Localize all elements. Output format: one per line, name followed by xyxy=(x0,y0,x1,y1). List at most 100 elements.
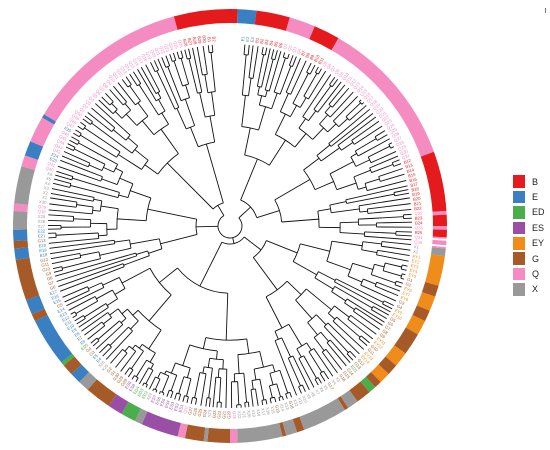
branch-line xyxy=(165,55,171,66)
branch-line xyxy=(76,193,95,198)
branch-line xyxy=(366,188,374,192)
tip-label: Q13 xyxy=(352,81,361,91)
branch-line xyxy=(269,373,274,385)
branch-line xyxy=(287,58,301,88)
tip-label: Q19 xyxy=(145,51,153,61)
branch-line xyxy=(302,110,307,117)
branch-arc xyxy=(117,192,120,198)
tip-label: Q30 xyxy=(399,148,409,156)
branch-line xyxy=(132,310,139,316)
tip-label: G25 xyxy=(197,408,203,417)
branch-line xyxy=(394,284,402,288)
branch-line xyxy=(205,143,224,204)
branch-line xyxy=(331,208,360,214)
tip-label: Q17 xyxy=(136,55,144,65)
branch-line xyxy=(112,129,127,141)
tip-label: Q31 xyxy=(401,153,411,161)
tip-label: Q14 xyxy=(123,62,132,72)
branch-line xyxy=(145,374,151,384)
branch-line xyxy=(393,163,402,167)
tip-label: Q18 xyxy=(369,98,379,107)
tip-label: X4 xyxy=(44,180,51,186)
branch-line xyxy=(176,51,180,59)
branch-line xyxy=(202,45,207,65)
tip-label: G21 xyxy=(221,410,226,419)
branch-line xyxy=(97,326,113,340)
branch-arc xyxy=(94,296,99,302)
corner-tick-mark xyxy=(545,8,546,13)
branch-line xyxy=(282,52,286,58)
branch-line xyxy=(96,289,113,300)
ring-segment-x xyxy=(299,398,345,430)
branch-line xyxy=(149,90,157,102)
tip-label: B24 xyxy=(415,220,423,225)
branch-line xyxy=(331,79,339,88)
tip-label: G19 xyxy=(274,404,281,414)
tip-label: Q28 xyxy=(395,139,405,147)
branch-line xyxy=(334,281,344,288)
branch-arc xyxy=(183,376,192,380)
branch-arc xyxy=(169,389,174,392)
branch-arc xyxy=(369,167,372,173)
branch-line xyxy=(252,72,255,79)
branch-line xyxy=(170,391,174,399)
branch-line xyxy=(271,92,278,109)
branch-line xyxy=(313,348,321,359)
branch-line xyxy=(157,372,161,379)
branch-arc xyxy=(394,281,397,285)
tip-label: X2 xyxy=(42,190,49,196)
branch-line xyxy=(258,95,263,106)
branch-line xyxy=(300,243,330,252)
branch-arc xyxy=(61,266,64,271)
branch-arc xyxy=(298,384,303,388)
tip-label: Q10 xyxy=(341,71,350,81)
ring-segment-x xyxy=(134,408,148,425)
branch-arc xyxy=(116,151,121,158)
branch-line xyxy=(296,60,307,82)
branch-line xyxy=(157,92,162,99)
ring-segment-ed xyxy=(121,401,142,422)
branch-line xyxy=(271,51,282,82)
branch-line xyxy=(370,288,397,302)
branch-line xyxy=(69,139,78,145)
branch-arc xyxy=(165,370,177,376)
ring-segment-x xyxy=(12,210,28,230)
branch-line xyxy=(150,62,156,72)
branch-line xyxy=(329,339,336,346)
tip-label: B1 xyxy=(254,37,260,43)
tip-label: Q27 xyxy=(393,135,403,143)
ring-segment-q xyxy=(432,226,448,230)
branch-line xyxy=(49,242,92,249)
branch-line xyxy=(357,153,363,157)
tip-label: Q36 xyxy=(232,411,237,420)
branch-line xyxy=(88,300,98,307)
branch-line xyxy=(259,351,264,368)
branch-line xyxy=(107,121,116,129)
tip-label: X3 xyxy=(43,185,50,191)
branch-arc xyxy=(314,271,319,279)
branch-line xyxy=(109,89,122,103)
branch-line xyxy=(298,386,302,394)
tip-label: E22 xyxy=(38,228,46,233)
branch-arc xyxy=(100,176,103,182)
branch-line xyxy=(160,128,179,154)
branch-line xyxy=(142,382,145,386)
branch-line xyxy=(150,370,154,376)
branch-line xyxy=(167,66,175,84)
branch-arc xyxy=(157,153,179,175)
branch-line xyxy=(276,383,279,388)
branch-line xyxy=(115,356,125,368)
branch-line xyxy=(117,218,147,222)
tip-label: EY10 xyxy=(391,312,403,322)
branch-line xyxy=(359,99,362,102)
tip-label: B13 xyxy=(405,162,414,169)
ring-segment-e xyxy=(14,247,30,260)
tip-label: ES5 xyxy=(159,397,167,407)
branch-line xyxy=(105,93,112,100)
tip-label: G11 xyxy=(41,261,50,268)
branch-line xyxy=(287,53,290,59)
branch-line xyxy=(64,292,84,303)
branch-line xyxy=(367,207,379,210)
branch-line xyxy=(138,370,148,385)
ring-segment-q xyxy=(30,117,55,147)
